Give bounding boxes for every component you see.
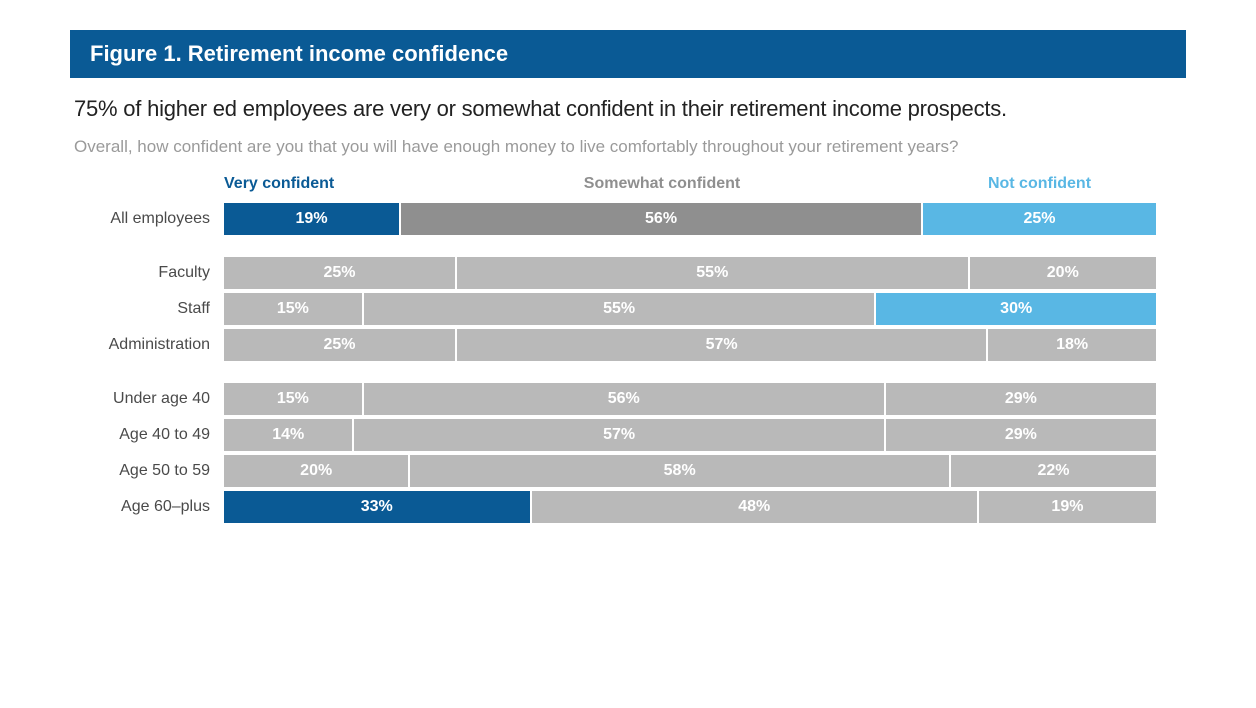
bar-row: Faculty25%55%20% bbox=[74, 257, 1186, 289]
bar-segment: 20% bbox=[970, 257, 1156, 289]
bar-segment: 25% bbox=[224, 257, 457, 289]
legend-label: Somewhat confident bbox=[401, 175, 923, 197]
bar-segment: 20% bbox=[224, 455, 410, 487]
bar-segment: 18% bbox=[988, 329, 1156, 361]
bar-segment: 29% bbox=[886, 383, 1156, 415]
bar-wrap: 15%56%29% bbox=[224, 383, 1156, 415]
legend-spacer bbox=[74, 175, 224, 197]
row-label: Age 40 to 49 bbox=[74, 426, 224, 444]
bar-row: Under age 4015%56%29% bbox=[74, 383, 1186, 415]
bar-wrap: 20%58%22% bbox=[224, 455, 1156, 487]
bar-wrap: 33%48%19% bbox=[224, 491, 1156, 523]
bar-segment: 55% bbox=[364, 293, 877, 325]
bar-row: Administration25%57%18% bbox=[74, 329, 1186, 361]
bar-segment: 48% bbox=[532, 491, 979, 523]
row-label: Faculty bbox=[74, 264, 224, 282]
bar-segment: 55% bbox=[457, 257, 970, 289]
bar-segment: 15% bbox=[224, 293, 364, 325]
figure-question: Overall, how confident are you that you … bbox=[74, 136, 994, 159]
row-label: Under age 40 bbox=[74, 390, 224, 408]
bar-segment: 56% bbox=[401, 203, 923, 235]
figure-title-bar: Figure 1. Retirement income confidence bbox=[70, 30, 1186, 78]
legend-bars-area: Very confidentSomewhat confidentNot conf… bbox=[224, 175, 1156, 197]
bar-row: Age 40 to 4914%57%29% bbox=[74, 419, 1186, 451]
row-label: Administration bbox=[74, 336, 224, 354]
row-label: Age 50 to 59 bbox=[74, 462, 224, 480]
bar-row: Staff15%55%30% bbox=[74, 293, 1186, 325]
bar-segment: 33% bbox=[224, 491, 532, 523]
bar-segment: 19% bbox=[979, 491, 1156, 523]
group-gap bbox=[74, 365, 1186, 383]
bar-wrap: 25%55%20% bbox=[224, 257, 1156, 289]
bar-segment: 14% bbox=[224, 419, 354, 451]
chart-legend: Very confidentSomewhat confidentNot conf… bbox=[74, 175, 1186, 197]
legend-label: Very confident bbox=[224, 175, 401, 197]
bar-segment: 29% bbox=[886, 419, 1156, 451]
bar-wrap: 14%57%29% bbox=[224, 419, 1156, 451]
bar-row: All employees19%56%25% bbox=[74, 203, 1186, 235]
figure-container: Figure 1. Retirement income confidence 7… bbox=[70, 30, 1186, 523]
figure-title: Figure 1. Retirement income confidence bbox=[90, 41, 508, 66]
stacked-bar-chart: Very confidentSomewhat confidentNot conf… bbox=[74, 175, 1186, 523]
row-label: Staff bbox=[74, 300, 224, 318]
row-label: All employees bbox=[74, 210, 224, 228]
bar-segment: 30% bbox=[876, 293, 1156, 325]
bar-segment: 57% bbox=[354, 419, 885, 451]
group-gap bbox=[74, 239, 1186, 257]
bar-segment: 56% bbox=[364, 383, 886, 415]
bar-segment: 25% bbox=[224, 329, 457, 361]
legend-label: Not confident bbox=[923, 175, 1156, 197]
bar-row: Age 60–plus33%48%19% bbox=[74, 491, 1186, 523]
figure-headline: 75% of higher ed employees are very or s… bbox=[74, 96, 1186, 122]
bar-segment: 22% bbox=[951, 455, 1156, 487]
bar-segment: 19% bbox=[224, 203, 401, 235]
bar-segment: 25% bbox=[923, 203, 1156, 235]
row-label: Age 60–plus bbox=[74, 498, 224, 516]
bar-row: Age 50 to 5920%58%22% bbox=[74, 455, 1186, 487]
bar-wrap: 19%56%25% bbox=[224, 203, 1156, 235]
bar-segment: 15% bbox=[224, 383, 364, 415]
bar-segment: 57% bbox=[457, 329, 988, 361]
bar-segment: 58% bbox=[410, 455, 951, 487]
bar-wrap: 25%57%18% bbox=[224, 329, 1156, 361]
bar-wrap: 15%55%30% bbox=[224, 293, 1156, 325]
